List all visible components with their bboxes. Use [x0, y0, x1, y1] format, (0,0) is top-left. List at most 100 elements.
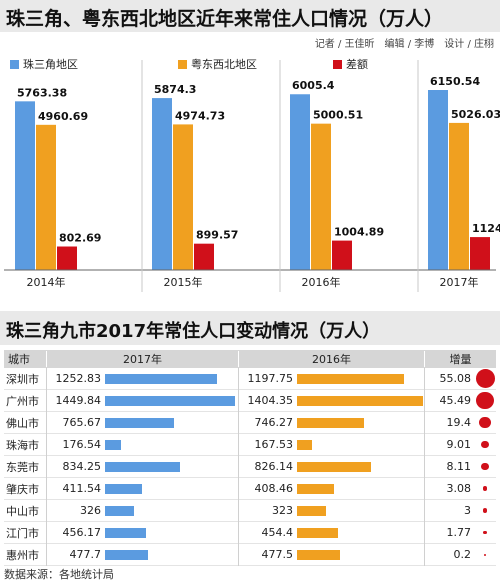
table-row: 肇庆市 411.54 408.46 3.08	[4, 477, 496, 500]
chart-title-band: 珠三角、粤东西北地区近年来常住人口情况（万人）	[0, 0, 500, 32]
value-increase: 55.08	[439, 371, 472, 385]
data-source: 数据来源：各地统计局	[4, 568, 114, 581]
table-row: 深圳市 1252.83 1197.75 55.08	[4, 367, 496, 390]
value-2017: 765.67	[62, 415, 102, 429]
increase-dot	[484, 553, 486, 556]
value-increase: 19.4	[446, 415, 472, 429]
table-row: 江门市 456.17 454.4 1.77	[4, 521, 496, 544]
bar-2016	[297, 461, 372, 472]
city-name: 广州市	[6, 394, 39, 408]
bar-2017	[105, 483, 142, 494]
city-name: 中山市	[6, 504, 39, 518]
bar-label-2015年-s2: 899.57	[196, 229, 238, 242]
bar-2016	[297, 439, 313, 450]
bar-2016	[297, 549, 340, 560]
increase-dot	[481, 440, 489, 449]
increase-dot	[479, 416, 491, 429]
bar-2017	[105, 395, 235, 406]
cell-increase: 9.01	[424, 433, 496, 456]
bar-2016年-s0	[290, 94, 310, 271]
cell-2017: 1252.83	[46, 367, 238, 390]
cell-2016: 454.4	[238, 521, 424, 544]
header-city: 城市	[8, 353, 30, 366]
value-2016: 454.4	[261, 525, 294, 539]
increase-dot	[476, 391, 494, 410]
cell-increase: 3.08	[424, 477, 496, 500]
value-2016: 826.14	[254, 459, 294, 473]
cell-2017: 456.17	[46, 521, 238, 544]
bar-2017	[105, 549, 148, 560]
value-2016: 323	[272, 503, 293, 517]
cell-2016: 477.5	[238, 543, 424, 566]
legend-swatch-orange	[178, 59, 187, 69]
table-row: 东莞市 834.25 826.14 8.11	[4, 455, 496, 478]
cell-2017: 1449.84	[46, 389, 238, 412]
x-tick-2016年: 2016年	[302, 275, 341, 289]
cell-2017: 176.54	[46, 433, 238, 456]
bar-label-2015年-s0: 5874.3	[154, 83, 196, 96]
table-row: 珠海市 176.54 167.53 9.01	[4, 433, 496, 456]
bar-label-2017年-s1: 5026.03	[451, 108, 500, 121]
legend-label-east-west-north: 粤东西北地区	[191, 58, 257, 71]
cell-2016: 826.14	[238, 455, 424, 478]
increase-dot	[475, 369, 495, 388]
value-2017: 477.7	[69, 547, 102, 561]
cell-increase: 45.49	[424, 389, 496, 412]
header-2016: 2016年	[238, 351, 424, 367]
increase-dot	[482, 486, 488, 491]
cell-increase: 0.2	[424, 543, 496, 566]
increase-dot	[482, 508, 488, 513]
legend-item-prd: 珠三角地区	[10, 56, 78, 72]
cell-2017: 834.25	[46, 455, 238, 478]
bar-2014年-s1	[36, 124, 56, 270]
bar-2017	[105, 461, 180, 472]
cell-2016: 746.27	[238, 411, 424, 434]
bar-2016	[297, 373, 405, 384]
bar-2017年-s0	[428, 90, 448, 270]
cell-2016: 408.46	[238, 477, 424, 500]
x-tick-2015年: 2015年	[164, 275, 203, 289]
value-increase: 3.08	[446, 481, 472, 495]
cell-2016: 1197.75	[238, 367, 424, 390]
bar-label-2016年-s2: 1004.89	[334, 226, 384, 239]
value-2016: 1197.75	[247, 371, 294, 385]
legend-label-difference: 差额	[346, 58, 368, 71]
bar-2017	[105, 439, 121, 450]
bar-2017	[105, 417, 174, 428]
chart-title: 珠三角、粤东西北地区近年来常住人口情况（万人）	[6, 8, 444, 30]
value-2017: 1449.84	[55, 393, 102, 407]
cell-2017: 411.54	[46, 477, 238, 500]
value-2017: 176.54	[62, 437, 102, 451]
bar-2016	[297, 395, 423, 406]
table-header: 城市 2017年 2016年 增量	[4, 350, 496, 368]
table-row: 惠州市 477.7 477.5 0.2	[4, 543, 496, 566]
cell-increase: 8.11	[424, 455, 496, 478]
value-2016: 167.53	[254, 437, 294, 451]
bar-label-2015年-s1: 4974.73	[175, 109, 225, 122]
value-increase: 1.77	[446, 525, 472, 539]
cell-increase: 1.77	[424, 521, 496, 544]
increase-dot	[483, 530, 487, 535]
value-2016: 1404.35	[247, 393, 294, 407]
value-2017: 411.54	[62, 481, 102, 495]
legend: 珠三角地区 粤东西北地区 差额	[0, 56, 500, 72]
city-name: 佛山市	[6, 416, 39, 430]
bar-label-2017年-s0: 6150.54	[430, 75, 480, 88]
bar-label-2016年-s0: 6005.4	[292, 79, 335, 92]
bar-2017	[105, 505, 135, 516]
bar-2017年-s1	[449, 122, 469, 270]
x-tick-2014年: 2014年	[27, 275, 66, 289]
bar-2015年-s1	[173, 124, 193, 271]
credits: 记者 / 王佳昕 编辑 / 李博 设计 / 庄栩	[314, 39, 494, 50]
bar-label-2016年-s1: 5000.51	[313, 109, 363, 122]
legend-swatch-red	[333, 59, 342, 69]
bar-label-2014年-s2: 802.69	[59, 232, 101, 245]
value-2017: 326	[80, 503, 101, 517]
value-2016: 408.46	[254, 481, 294, 495]
header-increase: 增量	[424, 351, 496, 367]
table-row: 佛山市 765.67 746.27 19.4	[4, 411, 496, 434]
cell-2017: 477.7	[46, 543, 238, 566]
bar-label-2017年-s2: 1124.51	[472, 222, 500, 235]
bar-2016	[297, 527, 338, 538]
bar-2017	[105, 527, 146, 538]
